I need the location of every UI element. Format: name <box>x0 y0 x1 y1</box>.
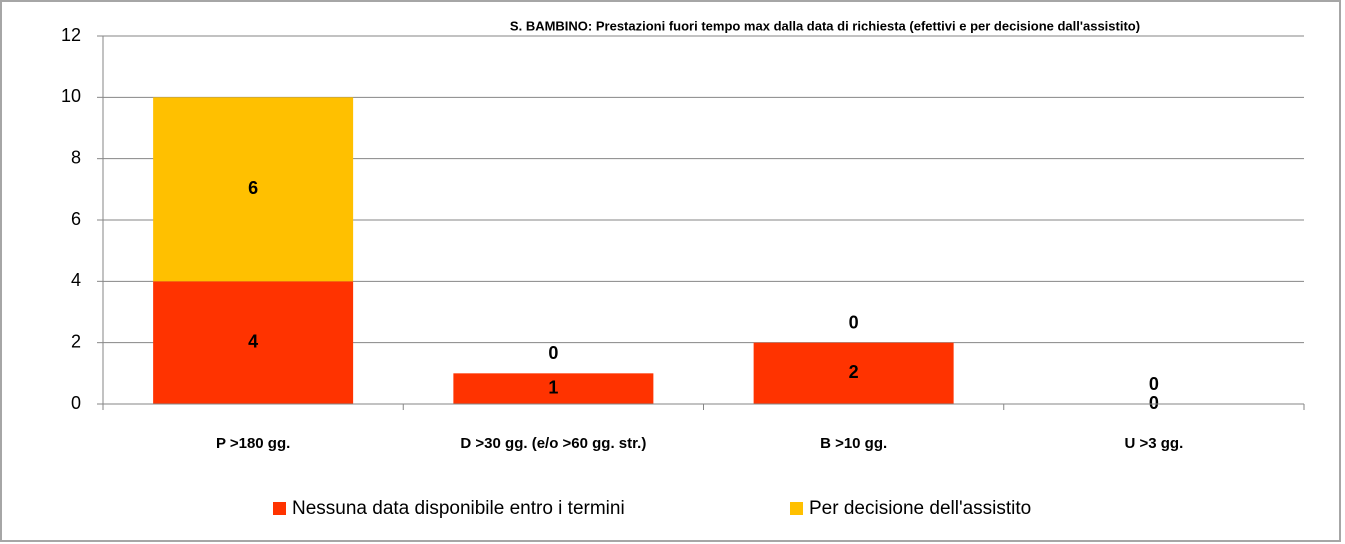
y-tick-label: 8 <box>71 147 81 167</box>
y-tick-label: 4 <box>71 270 81 290</box>
x-tick-label: U >3 gg. <box>1124 435 1183 452</box>
bar-segment <box>153 97 354 282</box>
legend-swatch <box>273 502 286 515</box>
legend-label: Per decisione dell'assistito <box>809 498 1031 519</box>
x-tick-label: B >10 gg. <box>820 435 887 452</box>
x-tick-label: P >180 gg. <box>216 435 290 452</box>
bar-segment <box>153 281 354 404</box>
data-label: 0 <box>1149 393 1159 413</box>
bar-segment <box>453 373 654 404</box>
y-tick-label: 2 <box>71 331 81 351</box>
x-tick-label: D >30 gg. (e/o >60 gg. str.) <box>460 435 646 452</box>
y-tick-label: 0 <box>71 393 81 413</box>
data-label: 0 <box>849 312 859 332</box>
data-label: 0 <box>1149 374 1159 394</box>
data-label: 4 <box>248 331 258 351</box>
y-tick-label: 10 <box>61 86 81 106</box>
chart-title: S. BAMBINO: Prestazioni fuori tempo max … <box>510 18 1140 33</box>
data-label: 2 <box>849 362 859 382</box>
legend-label: Nessuna data disponibile entro i termini <box>292 498 625 519</box>
bar-segment <box>753 342 954 404</box>
data-label: 0 <box>548 343 558 363</box>
data-label: 1 <box>548 377 558 397</box>
y-tick-label: 6 <box>71 209 81 229</box>
legend-swatch <box>790 502 803 515</box>
y-tick-label: 12 <box>61 25 81 45</box>
data-label: 6 <box>248 178 258 198</box>
